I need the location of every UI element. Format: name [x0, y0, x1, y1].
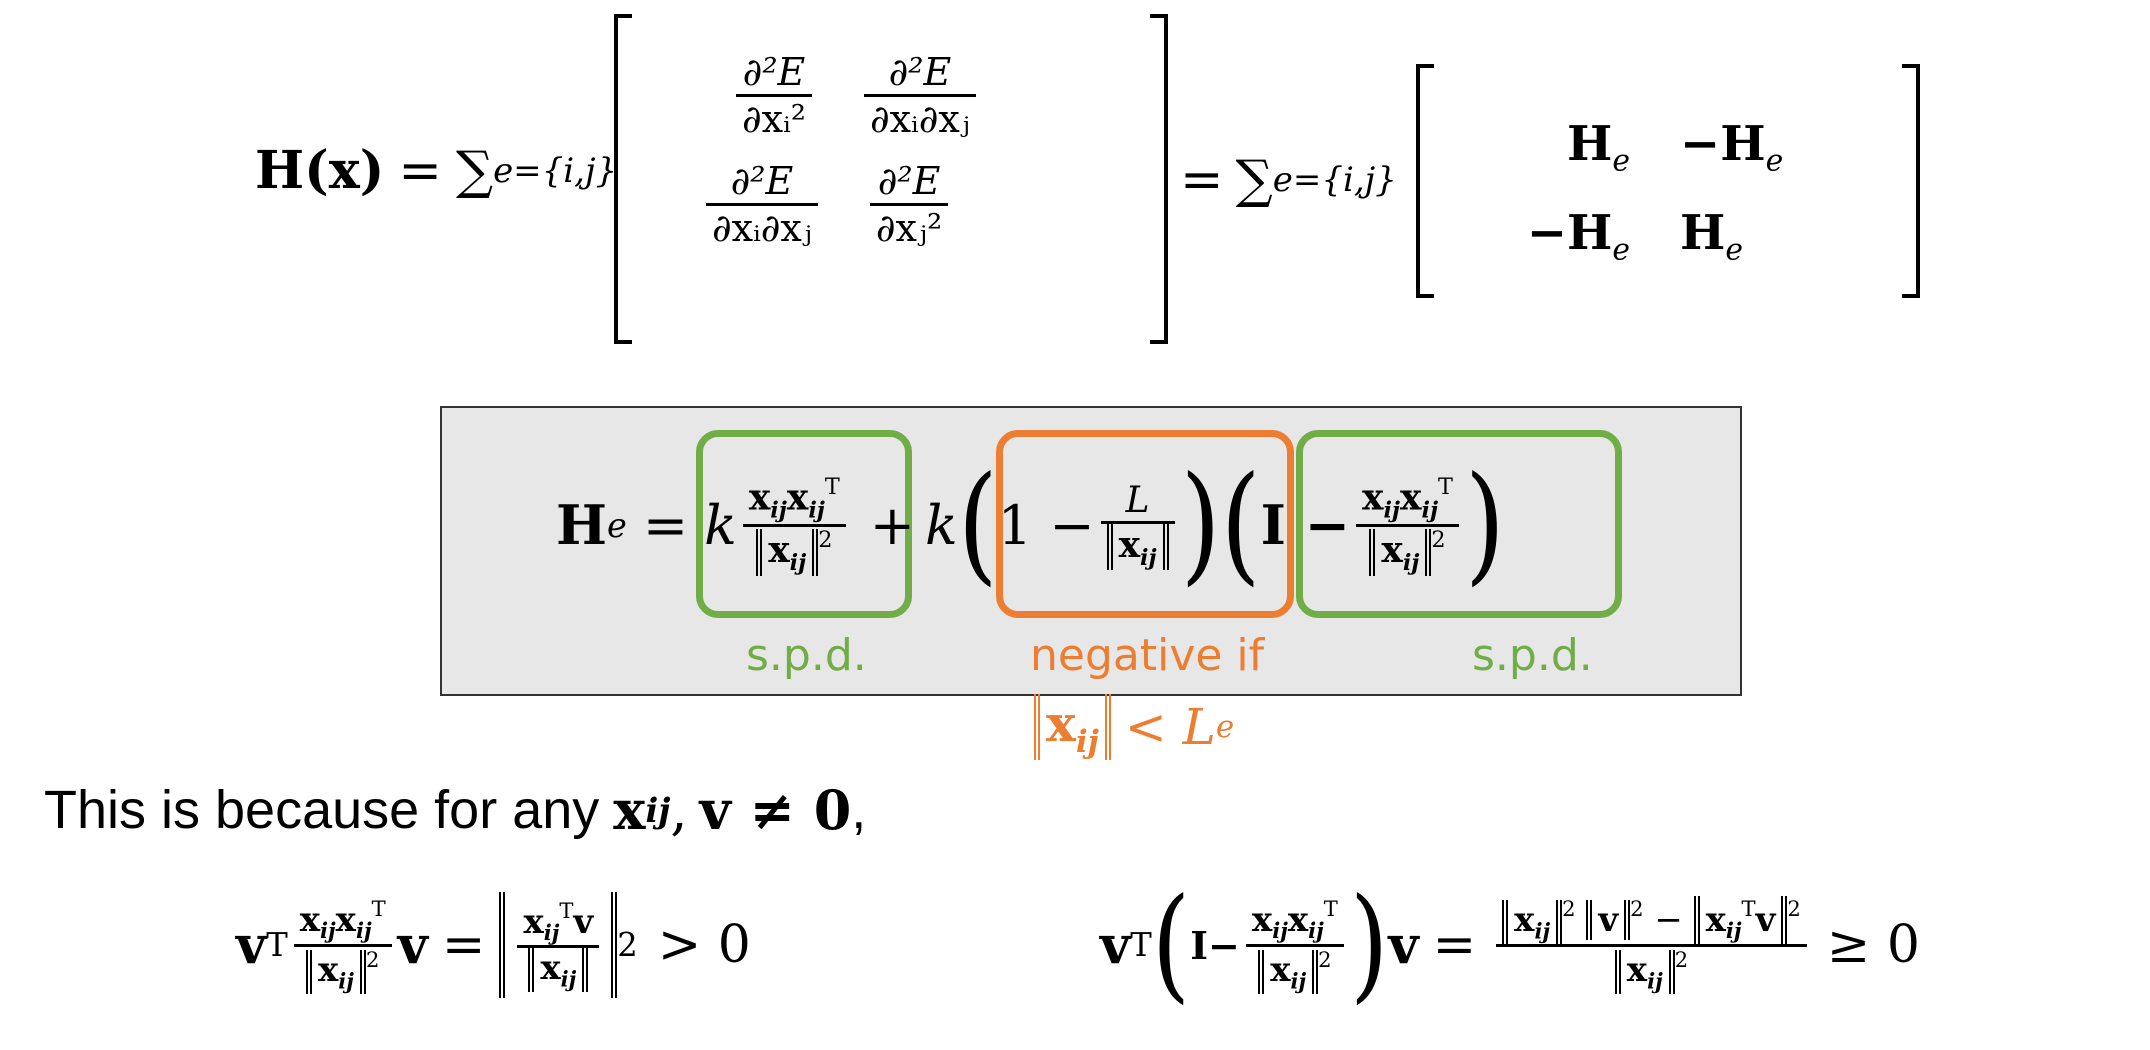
spd-highlight-right [1296, 430, 1622, 618]
negative-highlight [996, 430, 1294, 618]
matrix-left-bracket [614, 14, 632, 344]
spd-highlight-left [696, 430, 912, 618]
because-statement: This is because for any x ij, v ≠ 0 , [44, 778, 867, 842]
edge-hessian-box [440, 406, 1742, 696]
block-matrix-left-bracket [1416, 64, 1434, 298]
sum-index: e={i,j} [493, 150, 618, 191]
outer-product-fraction: xijxijT xij2 [742, 474, 846, 576]
block-he-12: −He [1680, 116, 1784, 179]
spd-label-right: s.p.d. [1472, 630, 1593, 681]
rest-length-fraction: L xij [1100, 480, 1175, 571]
projection-fraction: xijxijT xij2 [1355, 474, 1459, 576]
block-matrix-right-bracket [1902, 64, 1920, 298]
d2e-dxidxj-bottom: ∂²E ∂xᵢ∂xⱼ [706, 159, 818, 250]
block-he-11: He [1567, 116, 1630, 179]
d2e-dxj2: ∂²E ∂xⱼ² [869, 159, 949, 250]
block-he-22: He [1680, 205, 1743, 268]
d2e-dxi2: ∂²E ∂xᵢ² [736, 50, 812, 141]
spd-label-left: s.p.d. [746, 630, 867, 681]
negative-if-label: negative if [1030, 630, 1265, 681]
hessian-symbol: H [255, 140, 305, 201]
block-he-21: −He [1526, 205, 1630, 268]
block-sum-equation: = ∑ e={i,j} [1180, 150, 1397, 210]
equals-sign: = [398, 140, 442, 201]
d2e-dxidxj-top: ∂²E ∂xᵢ∂xⱼ [863, 50, 976, 141]
second-derivative-matrix: ∂²E ∂xᵢ² ∂²E ∂xᵢ∂xⱼ ∂²E ∂xᵢ∂xⱼ ∂²E ∂xⱼ² [700, 50, 982, 250]
matrix-right-bracket [1150, 14, 1168, 344]
block-matrix: He −He −He He [1510, 108, 1783, 287]
hessian-arg: (x) [304, 140, 385, 201]
hessian-sum-equation: H (x) = ∑ e={i,j} [255, 140, 617, 201]
sum-symbol: ∑ [455, 140, 494, 201]
